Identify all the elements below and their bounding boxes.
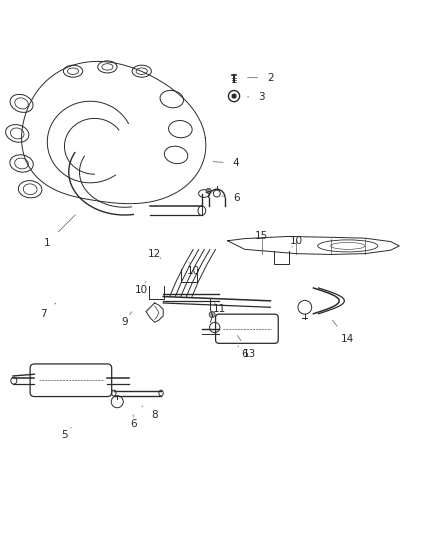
Circle shape <box>206 188 211 193</box>
Text: 7: 7 <box>40 303 56 319</box>
Text: 1: 1 <box>44 215 75 248</box>
Text: 10: 10 <box>135 281 148 295</box>
Text: 3: 3 <box>247 92 265 102</box>
Text: 6: 6 <box>130 415 137 430</box>
Text: 2: 2 <box>247 72 274 83</box>
Text: 12: 12 <box>148 248 161 259</box>
Text: 15: 15 <box>253 231 268 241</box>
Text: 5: 5 <box>61 427 71 440</box>
Text: 10: 10 <box>187 262 200 276</box>
Text: 9: 9 <box>121 312 131 327</box>
Text: 14: 14 <box>332 320 354 344</box>
Text: 6: 6 <box>222 193 240 203</box>
Text: 6: 6 <box>238 346 248 359</box>
Text: 8: 8 <box>142 406 158 419</box>
Text: 4: 4 <box>213 158 240 168</box>
Text: 11: 11 <box>212 303 226 314</box>
Circle shape <box>209 312 215 318</box>
Circle shape <box>231 93 237 99</box>
Text: 13: 13 <box>237 335 256 359</box>
Text: 10: 10 <box>290 236 303 247</box>
